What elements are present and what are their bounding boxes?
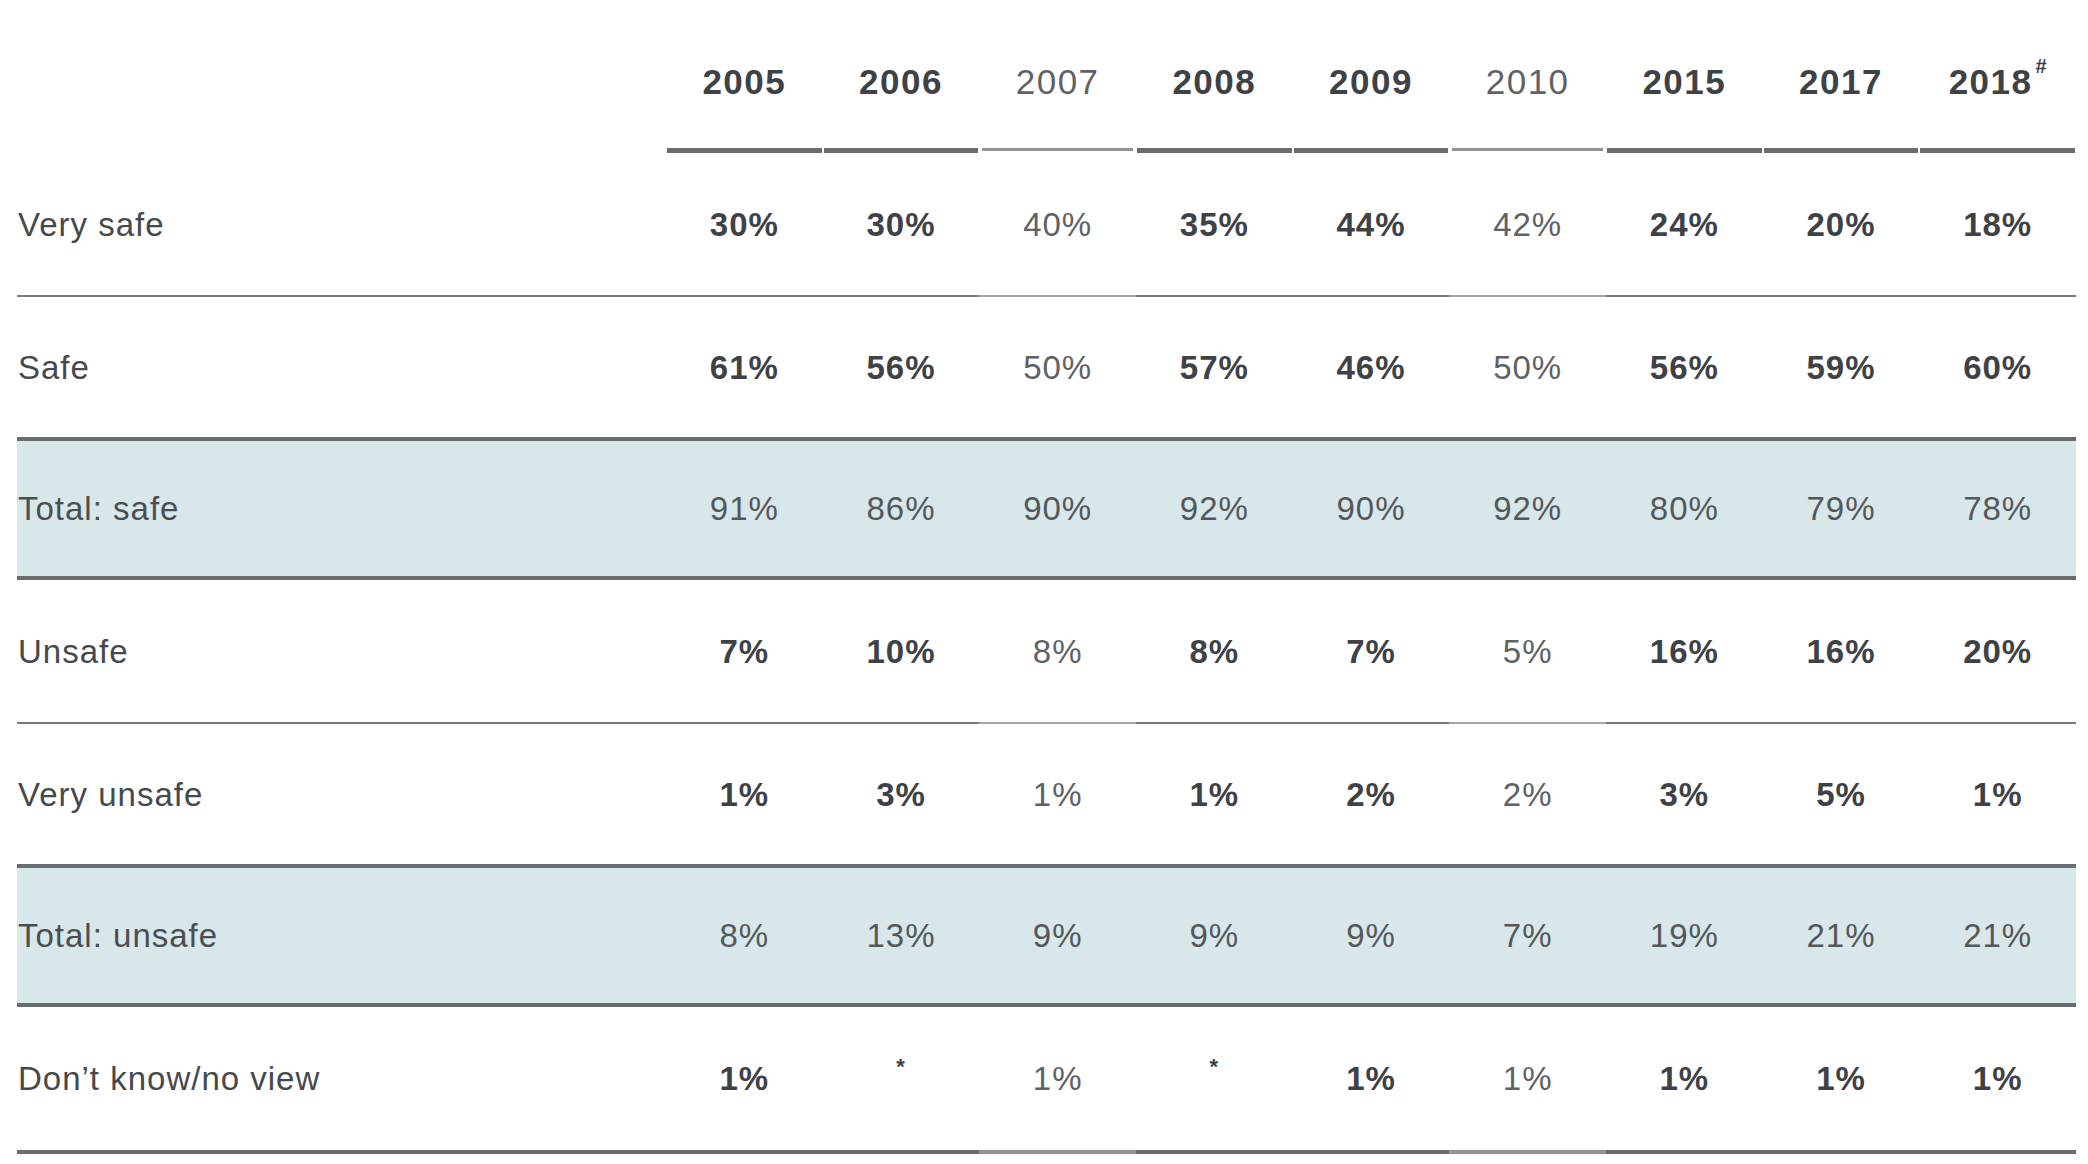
cell-very-safe-2008: 35% <box>1136 153 1293 295</box>
table-row-don-t-know-no-view: Don’t know/no view1%*1%*1%1%1%1%1% <box>17 1007 2076 1154</box>
cell-don-t-know-no-view-2006: * <box>823 1007 980 1154</box>
cell-very-safe-2015: 24% <box>1606 153 1763 295</box>
footnote-asterisk: * <box>896 1056 906 1078</box>
column-header-2010: 2010 <box>1449 0 1606 153</box>
column-header-2015: 2015 <box>1606 0 1763 153</box>
cell-very-unsafe-2007: 1% <box>979 722 1136 864</box>
cell-very-safe-2010: 42% <box>1449 153 1606 295</box>
row-label-very-safe: Very safe <box>17 153 666 295</box>
table-header-row: 200520062007200820092010201520172018# <box>17 0 2076 153</box>
cell-don-t-know-no-view-2007: 1% <box>979 1007 1136 1154</box>
cell-total-unsafe-2005: 8% <box>666 864 823 1007</box>
cell-unsafe-2007: 8% <box>979 580 1136 722</box>
cell-total-unsafe-2010: 7% <box>1449 864 1606 1007</box>
cell-very-safe-2007: 40% <box>979 153 1136 295</box>
cell-total-safe-2005: 91% <box>666 437 823 580</box>
cell-total-unsafe-2018: 21% <box>1919 864 2076 1007</box>
column-header-2017: 2017 <box>1763 0 1920 153</box>
row-label-safe: Safe <box>17 295 666 437</box>
row-label-don-t-know-no-view: Don’t know/no view <box>17 1007 666 1154</box>
cell-unsafe-2010: 5% <box>1449 580 1606 722</box>
cell-very-safe-2006: 30% <box>823 153 980 295</box>
cell-safe-2017: 59% <box>1763 295 1920 437</box>
column-header-2018: 2018# <box>1919 0 2076 153</box>
cell-don-t-know-no-view-2008: * <box>1136 1007 1293 1154</box>
cell-total-unsafe-2009: 9% <box>1293 864 1450 1007</box>
cell-safe-2006: 56% <box>823 295 980 437</box>
cell-don-t-know-no-view-2017: 1% <box>1763 1007 1920 1154</box>
table-row-total-safe: Total: safe91%86%90%92%90%92%80%79%78% <box>17 437 2076 580</box>
column-header-2007: 2007 <box>979 0 1136 153</box>
table-row-very-unsafe: Very unsafe1%3%1%1%2%2%3%5%1% <box>17 722 2076 864</box>
cell-don-t-know-no-view-2018: 1% <box>1919 1007 2076 1154</box>
cell-very-unsafe-2015: 3% <box>1606 722 1763 864</box>
cell-safe-2009: 46% <box>1293 295 1450 437</box>
safety-table: 200520062007200820092010201520172018#Ver… <box>17 0 2076 1154</box>
row-label-very-unsafe: Very unsafe <box>17 722 666 864</box>
column-header-2008: 2008 <box>1136 0 1293 153</box>
cell-safe-2008: 57% <box>1136 295 1293 437</box>
cell-very-unsafe-2018: 1% <box>1919 722 2076 864</box>
cell-safe-2015: 56% <box>1606 295 1763 437</box>
cell-unsafe-2018: 20% <box>1919 580 2076 722</box>
cell-total-safe-2008: 92% <box>1136 437 1293 580</box>
cell-don-t-know-no-view-2010: 1% <box>1449 1007 1606 1154</box>
cell-very-unsafe-2005: 1% <box>666 722 823 864</box>
cell-total-safe-2017: 79% <box>1763 437 1920 580</box>
cell-don-t-know-no-view-2005: 1% <box>666 1007 823 1154</box>
cell-unsafe-2017: 16% <box>1763 580 1920 722</box>
table-row-total-unsafe: Total: unsafe8%13%9%9%9%7%19%21%21% <box>17 864 2076 1007</box>
year-text: 2018 <box>1949 64 2033 99</box>
cell-very-unsafe-2009: 2% <box>1293 722 1450 864</box>
cell-unsafe-2005: 7% <box>666 580 823 722</box>
cell-total-unsafe-2008: 9% <box>1136 864 1293 1007</box>
cell-don-t-know-no-view-2009: 1% <box>1293 1007 1450 1154</box>
cell-total-unsafe-2007: 9% <box>979 864 1136 1007</box>
cell-total-unsafe-2006: 13% <box>823 864 980 1007</box>
cell-very-safe-2009: 44% <box>1293 153 1450 295</box>
cell-very-safe-2018: 18% <box>1919 153 2076 295</box>
cell-total-safe-2015: 80% <box>1606 437 1763 580</box>
column-header-2005: 2005 <box>666 0 823 153</box>
cell-safe-2005: 61% <box>666 295 823 437</box>
cell-very-safe-2017: 20% <box>1763 153 1920 295</box>
cell-total-safe-2009: 90% <box>1293 437 1450 580</box>
cell-safe-2010: 50% <box>1449 295 1606 437</box>
table-row-very-safe: Very safe30%30%40%35%44%42%24%20%18% <box>17 153 2076 295</box>
cell-total-safe-2010: 92% <box>1449 437 1606 580</box>
table-corner-cell <box>17 0 666 153</box>
footnote-asterisk: * <box>1210 1056 1220 1078</box>
row-label-total-safe: Total: safe <box>17 437 666 580</box>
cell-total-safe-2007: 90% <box>979 437 1136 580</box>
cell-very-unsafe-2006: 3% <box>823 722 980 864</box>
row-label-unsafe: Unsafe <box>17 580 666 722</box>
cell-very-unsafe-2010: 2% <box>1449 722 1606 864</box>
cell-safe-2007: 50% <box>979 295 1136 437</box>
cell-don-t-know-no-view-2015: 1% <box>1606 1007 1763 1154</box>
cell-safe-2018: 60% <box>1919 295 2076 437</box>
cell-unsafe-2006: 10% <box>823 580 980 722</box>
column-header-2006: 2006 <box>823 0 980 153</box>
cell-total-unsafe-2017: 21% <box>1763 864 1920 1007</box>
cell-very-unsafe-2017: 5% <box>1763 722 1920 864</box>
cell-unsafe-2015: 16% <box>1606 580 1763 722</box>
table-row-safe: Safe61%56%50%57%46%50%56%59%60% <box>17 295 2076 437</box>
cell-unsafe-2009: 7% <box>1293 580 1450 722</box>
cell-very-unsafe-2008: 1% <box>1136 722 1293 864</box>
cell-unsafe-2008: 8% <box>1136 580 1293 722</box>
column-header-2009: 2009 <box>1293 0 1450 153</box>
cell-total-unsafe-2015: 19% <box>1606 864 1763 1007</box>
cell-total-safe-2006: 86% <box>823 437 980 580</box>
row-label-total-unsafe: Total: unsafe <box>17 864 666 1007</box>
cell-very-safe-2005: 30% <box>666 153 823 295</box>
cell-total-safe-2018: 78% <box>1919 437 2076 580</box>
footnote-hash-marker: # <box>2036 56 2047 76</box>
table-row-unsafe: Unsafe7%10%8%8%7%5%16%16%20% <box>17 580 2076 722</box>
